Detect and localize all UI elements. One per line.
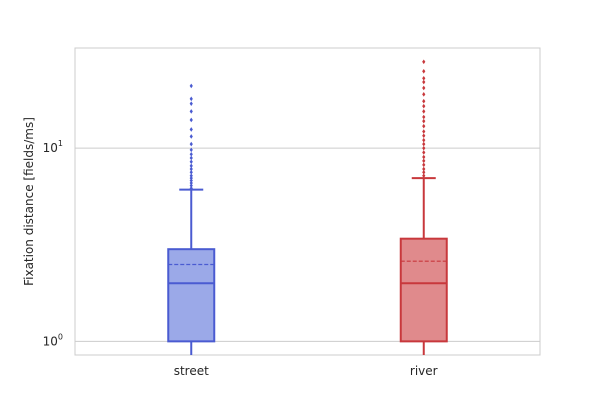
outlier-point	[189, 109, 193, 114]
outlier-point	[189, 166, 193, 172]
y-tick-exponent: 0	[58, 332, 63, 341]
y-axis-label: Fixation distance [fields/ms]	[22, 117, 36, 286]
outlier-point	[422, 170, 426, 175]
outlier-point	[422, 137, 426, 143]
outlier-point	[189, 134, 193, 139]
outlier-point	[422, 85, 426, 91]
iqr-box	[399, 237, 448, 343]
outlier-point	[189, 178, 193, 183]
outlier-point	[422, 68, 426, 74]
outlier-point	[422, 59, 426, 65]
outlier-point	[189, 175, 193, 181]
outlier-point	[189, 159, 193, 165]
outlier-point	[189, 96, 193, 102]
outlier-point	[189, 183, 193, 188]
outlier-point	[189, 141, 193, 147]
outlier-point	[422, 173, 426, 179]
iqr-box	[167, 248, 216, 343]
x-tick-label: street	[174, 364, 209, 378]
outlier-point	[189, 173, 193, 179]
outlier-point	[189, 151, 193, 157]
box-river	[399, 59, 448, 355]
outlier-point	[189, 147, 193, 153]
outlier-point	[422, 92, 426, 97]
outlier-point	[189, 155, 193, 161]
outlier-point	[422, 154, 426, 160]
x-tick-label: river	[410, 364, 438, 378]
outlier-point	[422, 162, 426, 168]
outlier-point	[422, 129, 426, 134]
outlier-point	[422, 133, 426, 139]
box-street	[167, 83, 216, 355]
outlier-point	[189, 180, 193, 186]
outlier-point	[422, 123, 426, 129]
outlier-point	[422, 98, 426, 104]
outlier-point	[422, 158, 426, 164]
outlier-point	[189, 170, 193, 175]
outlier-point	[422, 114, 426, 120]
outlier-point	[422, 118, 426, 124]
plot-area	[74, 47, 541, 356]
boxes-layer	[167, 59, 448, 355]
y-tick-label: 100	[43, 332, 63, 348]
outlier-point	[189, 83, 193, 89]
outlier-point	[422, 145, 426, 151]
y-tick-labels: 100 101	[43, 139, 63, 348]
outlier-point	[189, 185, 193, 191]
outlier-point	[422, 141, 426, 147]
outlier-point	[189, 163, 193, 169]
outlier-point	[422, 79, 426, 85]
grid-lines	[75, 147, 540, 342]
outlier-point	[422, 166, 426, 172]
outlier-point	[422, 109, 426, 114]
outlier-point	[189, 101, 193, 106]
y-tick-exponent: 1	[58, 139, 63, 148]
outlier-point	[422, 150, 426, 155]
outlier-point	[189, 127, 193, 132]
outlier-point	[422, 75, 426, 81]
outlier-point	[422, 103, 426, 109]
y-tick-label: 101	[43, 139, 63, 155]
x-tick-labels: street river	[174, 364, 438, 378]
outlier-point	[189, 117, 193, 123]
